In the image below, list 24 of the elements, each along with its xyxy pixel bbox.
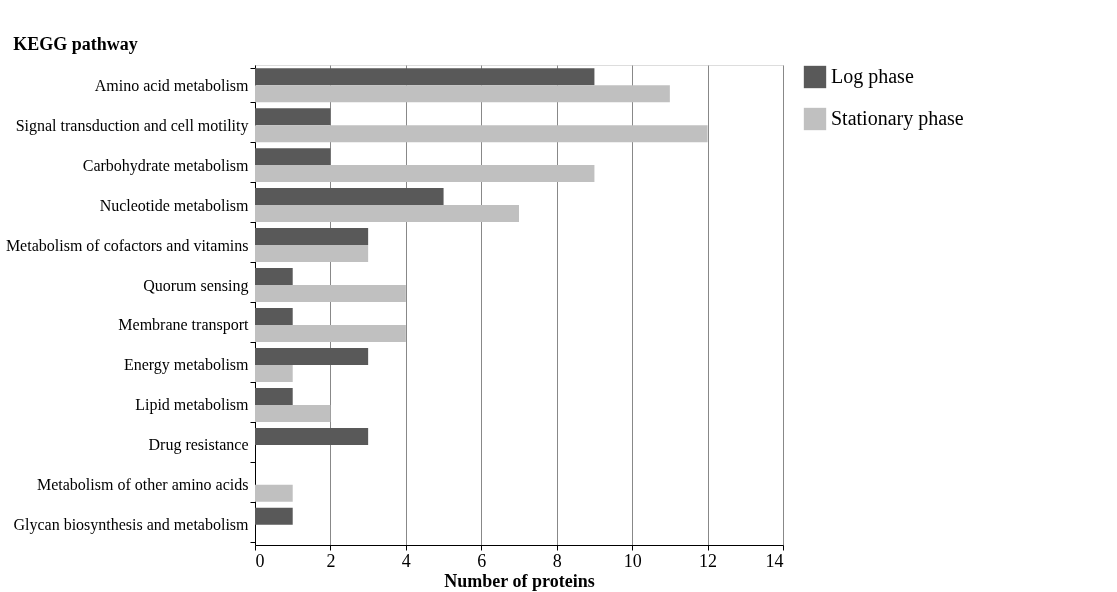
- x-tick-label: 4: [401, 550, 411, 571]
- legend-label: Log phase: [831, 65, 914, 88]
- y-tick-label: Energy metabolism: [123, 356, 250, 375]
- x-tick-label: 2: [326, 550, 336, 571]
- x-tick-label: 6: [477, 550, 487, 571]
- y-tick-label: Glycan biosynthesis and metabolism: [13, 516, 250, 535]
- x-axis-title: Number of proteins: [444, 570, 595, 591]
- y-tick-label: Drug resistance: [148, 436, 249, 455]
- y-tick-label: Signal transduction and cell motility: [15, 116, 249, 135]
- y-tick-label: Metabolism of other amino acids: [36, 476, 249, 494]
- legend-label: Stationary phase: [831, 107, 964, 130]
- y-tick-label: Nucleotide metabolism: [99, 196, 250, 214]
- x-tick-label: 0: [255, 550, 265, 571]
- y-tick-label: Quorum sensing: [143, 276, 249, 295]
- x-tick-label: 14: [765, 550, 784, 571]
- y-tick-label: Lipid metabolism: [135, 396, 250, 415]
- y-tick-label: Amino acid metabolism: [94, 76, 250, 94]
- y-tick-label: Carbohydrate metabolism: [82, 156, 250, 175]
- y-axis-title: KEGG pathway: [13, 33, 138, 54]
- x-tick-label: 8: [552, 550, 562, 571]
- y-tick-label: Membrane transport: [118, 316, 250, 335]
- x-tick-label: 10: [623, 550, 642, 571]
- y-tick-label: Metabolism of cofactors and vitamins: [5, 236, 249, 254]
- x-tick-label: 12: [699, 550, 718, 571]
